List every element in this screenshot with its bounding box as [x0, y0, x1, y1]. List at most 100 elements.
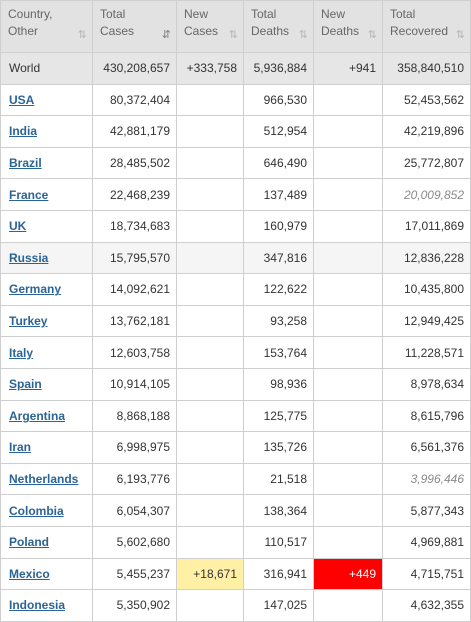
- country-link[interactable]: Turkey: [9, 314, 48, 329]
- total-deaths-cell: 160,979: [243, 209, 314, 243]
- total-recovered-cell: 20,009,852: [382, 178, 471, 211]
- sort-icon[interactable]: ⇅: [455, 29, 465, 41]
- country-link[interactable]: France: [9, 187, 49, 202]
- country-link[interactable]: Mexico: [9, 566, 50, 581]
- sort-desc-icon[interactable]: ⇵: [161, 29, 171, 41]
- table-row: Colombia 6,054,307 138,364 5,877,343: [0, 494, 471, 527]
- new-deaths-cell: +941: [313, 52, 383, 85]
- country-column-header[interactable]: Country, Other ⇅: [0, 0, 93, 53]
- country-link[interactable]: Germany: [9, 282, 62, 297]
- country-link[interactable]: Spain: [9, 377, 42, 392]
- table-body: World 430,208,657 +333,758 5,936,884 +941 358…: [0, 52, 471, 622]
- country-link[interactable]: Russia: [9, 250, 49, 265]
- total-recovered-cell: 8,978,634: [382, 367, 471, 401]
- sort-icon[interactable]: ⇅: [367, 29, 377, 41]
- total-deaths-cell: 110,517: [243, 525, 314, 559]
- new-deaths-cell: [313, 209, 383, 243]
- total-cases-cell: 18,734,683: [92, 209, 177, 243]
- new-deaths-cell: [313, 367, 383, 401]
- total-deaths-cell: 347,816: [243, 241, 314, 275]
- total-cases-cell: 13,762,181: [92, 304, 177, 338]
- total-cases-column-header[interactable]: Total Cases ⇵: [92, 0, 177, 53]
- new-deaths-cell: [313, 494, 383, 527]
- total-cases-cell: 15,795,570: [92, 241, 177, 275]
- country-link[interactable]: UK: [9, 219, 27, 234]
- total-cases-cell: 12,603,758: [92, 336, 177, 369]
- total-deaths-cell: 147,025: [243, 589, 314, 622]
- total-cases-cell: 10,914,105: [92, 367, 177, 401]
- sort-icon[interactable]: ⇅: [228, 29, 238, 41]
- country-link[interactable]: Netherlands: [9, 472, 79, 487]
- total-cases-cell: 430,208,657: [92, 52, 177, 85]
- new-cases-cell: [176, 336, 244, 369]
- new-cases-cell: [176, 83, 244, 117]
- country-cell: Turkey: [0, 304, 93, 338]
- new-deaths-cell: [313, 115, 383, 148]
- total-cases-cell: 8,868,188: [92, 399, 177, 433]
- table-row: Iran 6,998,975 135,726 6,561,376: [0, 431, 471, 464]
- total-deaths-cell: 122,622: [243, 273, 314, 306]
- header-label-line2: Cases: [100, 24, 135, 38]
- sort-icon[interactable]: ⇅: [298, 29, 308, 41]
- new-deaths-cell: [313, 304, 383, 338]
- new-cases-cell: [176, 273, 244, 306]
- total-cases-cell: 5,455,237: [92, 557, 177, 591]
- country-link[interactable]: Indonesia: [9, 598, 66, 613]
- country-cell: Mexico: [0, 557, 93, 591]
- new-deaths-cell: [313, 462, 383, 496]
- country-link[interactable]: Poland: [9, 535, 50, 550]
- new-deaths-cell: [313, 273, 383, 306]
- total-recovered-column-header[interactable]: Total Recovered ⇅: [382, 0, 471, 53]
- total-recovered-cell: 12,836,228: [382, 241, 471, 275]
- new-cases-cell: [176, 494, 244, 527]
- sort-icon[interactable]: ⇅: [77, 29, 87, 41]
- total-recovered-cell: 4,632,355: [382, 589, 471, 622]
- total-deaths-cell: 5,936,884: [243, 52, 314, 85]
- table-row: Indonesia 5,350,902 147,025 4,632,355: [0, 589, 471, 622]
- new-deaths-column-header[interactable]: New Deaths ⇅: [313, 0, 383, 53]
- new-cases-cell: [176, 462, 244, 496]
- total-deaths-cell: 646,490: [243, 146, 314, 180]
- country-cell: USA: [0, 83, 93, 117]
- header-label-line2: Cases: [184, 24, 219, 38]
- new-cases-cell: [176, 367, 244, 401]
- new-deaths-cell: [313, 399, 383, 433]
- country-link[interactable]: Iran: [9, 440, 32, 455]
- total-recovered-cell: 5,877,343: [382, 494, 471, 527]
- table-row: Turkey 13,762,181 93,258 12,949,425: [0, 304, 471, 338]
- total-recovered-cell: 3,996,446: [382, 462, 471, 496]
- total-cases-cell: 6,054,307: [92, 494, 177, 527]
- country-cell: Germany: [0, 273, 93, 306]
- total-deaths-column-header[interactable]: Total Deaths ⇅: [243, 0, 314, 53]
- country-link[interactable]: Colombia: [9, 503, 64, 518]
- total-recovered-cell: 52,453,562: [382, 83, 471, 117]
- world-total-row: World 430,208,657 +333,758 5,936,884 +941 358…: [0, 52, 471, 85]
- table-row: France 22,468,239 137,489 20,009,852: [0, 178, 471, 211]
- table-header-row: Country, Other ⇅ Total Cases ⇵ New Cases ⇅ Total D…: [0, 0, 471, 53]
- total-recovered-cell: 42,219,896: [382, 115, 471, 148]
- total-deaths-cell: 153,764: [243, 336, 314, 369]
- country-link[interactable]: Argentina: [9, 408, 66, 423]
- country-link[interactable]: Brazil: [9, 156, 42, 171]
- total-recovered-cell: 358,840,510: [382, 52, 471, 85]
- new-cases-cell: +333,758: [176, 52, 244, 85]
- new-deaths-cell: [313, 83, 383, 117]
- country-cell: Iran: [0, 431, 93, 464]
- country-cell: Russia: [0, 241, 93, 275]
- header-label-line1: Total: [100, 7, 126, 21]
- new-cases-column-header[interactable]: New Cases ⇅: [176, 0, 244, 53]
- total-cases-cell: 22,468,239: [92, 178, 177, 211]
- table-row: Netherlands 6,193,776 21,518 3,996,446: [0, 462, 471, 496]
- country-link[interactable]: India: [9, 124, 38, 139]
- total-deaths-cell: 138,364: [243, 494, 314, 527]
- header-label-line1: New: [184, 7, 209, 21]
- total-cases-cell: 6,193,776: [92, 462, 177, 496]
- total-deaths-cell: 93,258: [243, 304, 314, 338]
- total-cases-cell: 28,485,502: [92, 146, 177, 180]
- country-link[interactable]: USA: [9, 92, 35, 107]
- total-recovered-cell: 25,772,807: [382, 146, 471, 180]
- total-deaths-cell: 98,936: [243, 367, 314, 401]
- header-label-line1: Total: [390, 7, 416, 21]
- country-link[interactable]: Italy: [9, 345, 34, 360]
- total-deaths-cell: 135,726: [243, 431, 314, 464]
